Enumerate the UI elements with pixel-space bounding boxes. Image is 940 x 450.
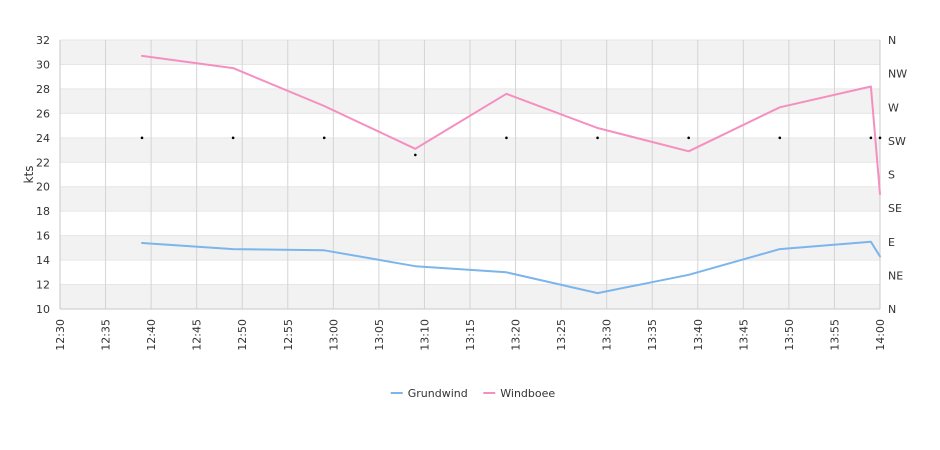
y2-tick-label: N <box>888 303 896 316</box>
y-tick-label: 10 <box>36 303 50 316</box>
x-tick-label: 12:50 <box>236 319 249 351</box>
direction-marker <box>231 136 235 140</box>
y-tick-label: 12 <box>36 279 50 292</box>
x-tick-label: 13:15 <box>464 319 477 351</box>
x-tick-label: 13:20 <box>510 319 523 351</box>
y2-tick-label: E <box>888 236 895 249</box>
x-tick-label: 14:00 <box>874 319 887 351</box>
y-tick-label: 14 <box>36 254 50 267</box>
x-tick-label: 13:30 <box>601 319 614 351</box>
y-tick-label: 20 <box>36 181 50 194</box>
series-line-grundwind <box>141 240 881 295</box>
y-tick-label: 26 <box>36 107 50 120</box>
legend-label: Grundwind <box>408 387 468 400</box>
y2-tick-label: NW <box>888 68 907 81</box>
x-tick-label: 13:35 <box>646 319 659 351</box>
direction-marker <box>414 153 417 157</box>
y-tick-label: 18 <box>36 205 50 218</box>
y-tick-label: 30 <box>36 58 50 71</box>
y-tick-label: 16 <box>36 230 50 243</box>
legend-item-windboee: Windboee <box>483 387 555 400</box>
direction-marker <box>322 136 326 140</box>
x-tick-label: 13:45 <box>737 319 750 351</box>
x-tick-label: 13:25 <box>555 319 568 351</box>
x-tick-label: 12:35 <box>100 319 113 351</box>
direction-marker <box>505 136 508 140</box>
y2-tick-label: W <box>888 101 899 114</box>
x-tick-label: 12:30 <box>54 319 67 351</box>
y-axis-title: kts <box>22 166 36 184</box>
y2-tick-label: S <box>888 169 895 182</box>
x-tick-label: 13:50 <box>783 319 796 351</box>
direction-marker <box>778 136 782 140</box>
x-tick-label: 13:40 <box>692 319 705 351</box>
series-line-windboee <box>141 54 881 196</box>
y-tick-label: 32 <box>36 34 50 47</box>
legend-label: Windboee <box>500 387 555 400</box>
direction-marker <box>869 136 873 140</box>
y2-tick-label: NE <box>888 269 903 282</box>
x-tick-label: 13:10 <box>418 319 431 351</box>
x-tick-label: 13:05 <box>373 319 386 351</box>
y2-tick-label: SE <box>888 202 902 215</box>
x-tick-label: 13:00 <box>327 319 340 351</box>
x-tick-label: 12:55 <box>282 319 295 351</box>
y2-tick-label: SW <box>888 135 906 148</box>
y-tick-label: 22 <box>36 156 50 169</box>
direction-marker <box>596 136 599 140</box>
direction-marker <box>140 136 144 140</box>
direction-marker <box>878 136 882 140</box>
x-tick-label: 12:45 <box>191 319 204 351</box>
x-tick-label: 13:55 <box>828 319 841 351</box>
legend-item-grundwind: Grundwind <box>390 387 468 400</box>
direction-marker <box>687 136 690 140</box>
y-tick-label: 28 <box>36 83 50 96</box>
y2-tick-label: N <box>888 34 896 47</box>
x-tick-label: 12:40 <box>145 319 158 351</box>
y-tick-label: 24 <box>36 132 50 145</box>
